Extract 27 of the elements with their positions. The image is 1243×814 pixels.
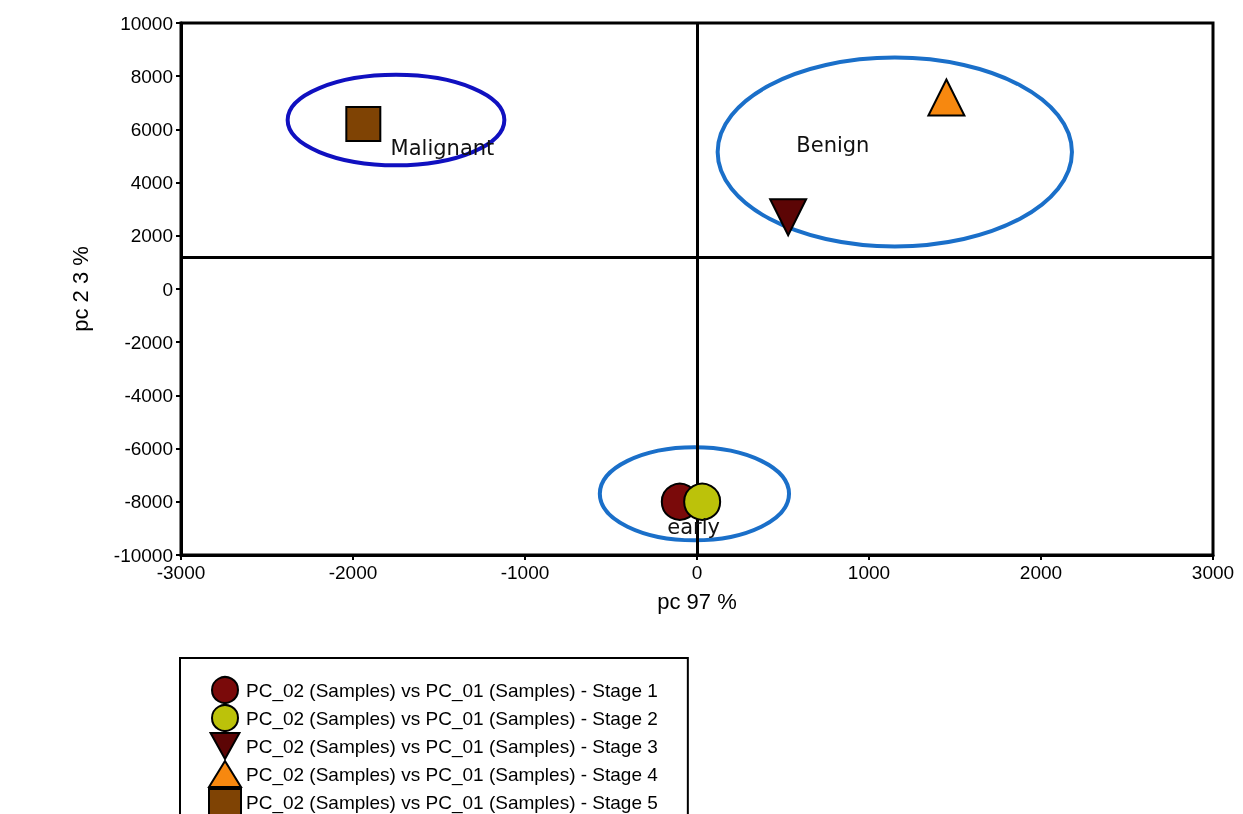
- legend-label: PC_02 (Samples) vs PC_01 (Samples) - Stage 5: [246, 791, 658, 814]
- annotation: Benign: [796, 133, 870, 158]
- y-tick-label: 0: [162, 278, 173, 300]
- y-tick-label: 4000: [130, 172, 173, 194]
- legend-label: PC_02 (Samples) vs PC_01 (Samples) - Stage 3: [246, 735, 658, 758]
- y-tick-label: 2000: [130, 225, 173, 247]
- point: [927, 78, 966, 117]
- x-tick-label: -2000: [328, 562, 378, 583]
- x-tick-label: -1000: [500, 562, 550, 583]
- y-tick-label: 8000: [130, 65, 173, 87]
- legend-label: PC_02 (Samples) vs PC_01 (Samples) - Stage 4: [246, 763, 659, 786]
- y-tick-label: -6000: [124, 438, 173, 460]
- x-tick-label: 1000: [847, 562, 891, 583]
- y-tick-label: 6000: [130, 118, 173, 140]
- y-tick-label: 10000: [120, 12, 173, 34]
- point: [345, 106, 382, 143]
- legend-label: PC_02 (Samples) vs PC_01 (Samples) - Stage 2: [246, 707, 658, 730]
- point: [769, 198, 808, 237]
- y-tick-label: -8000: [124, 491, 173, 513]
- legend-label: PC_02 (Samples) vs PC_01 (Samples) - Stage 1: [246, 679, 658, 702]
- y-tick-label: -4000: [124, 384, 173, 406]
- y-tick-label: -2000: [124, 331, 173, 353]
- y-axis-title: pc 2 3 %: [67, 246, 93, 332]
- x-tick-label: 3000: [1191, 562, 1235, 583]
- x-tick-label: 0: [691, 562, 703, 583]
- x-tick-label: 2000: [1019, 562, 1063, 583]
- x-axis-title: pc 97 %: [657, 588, 737, 614]
